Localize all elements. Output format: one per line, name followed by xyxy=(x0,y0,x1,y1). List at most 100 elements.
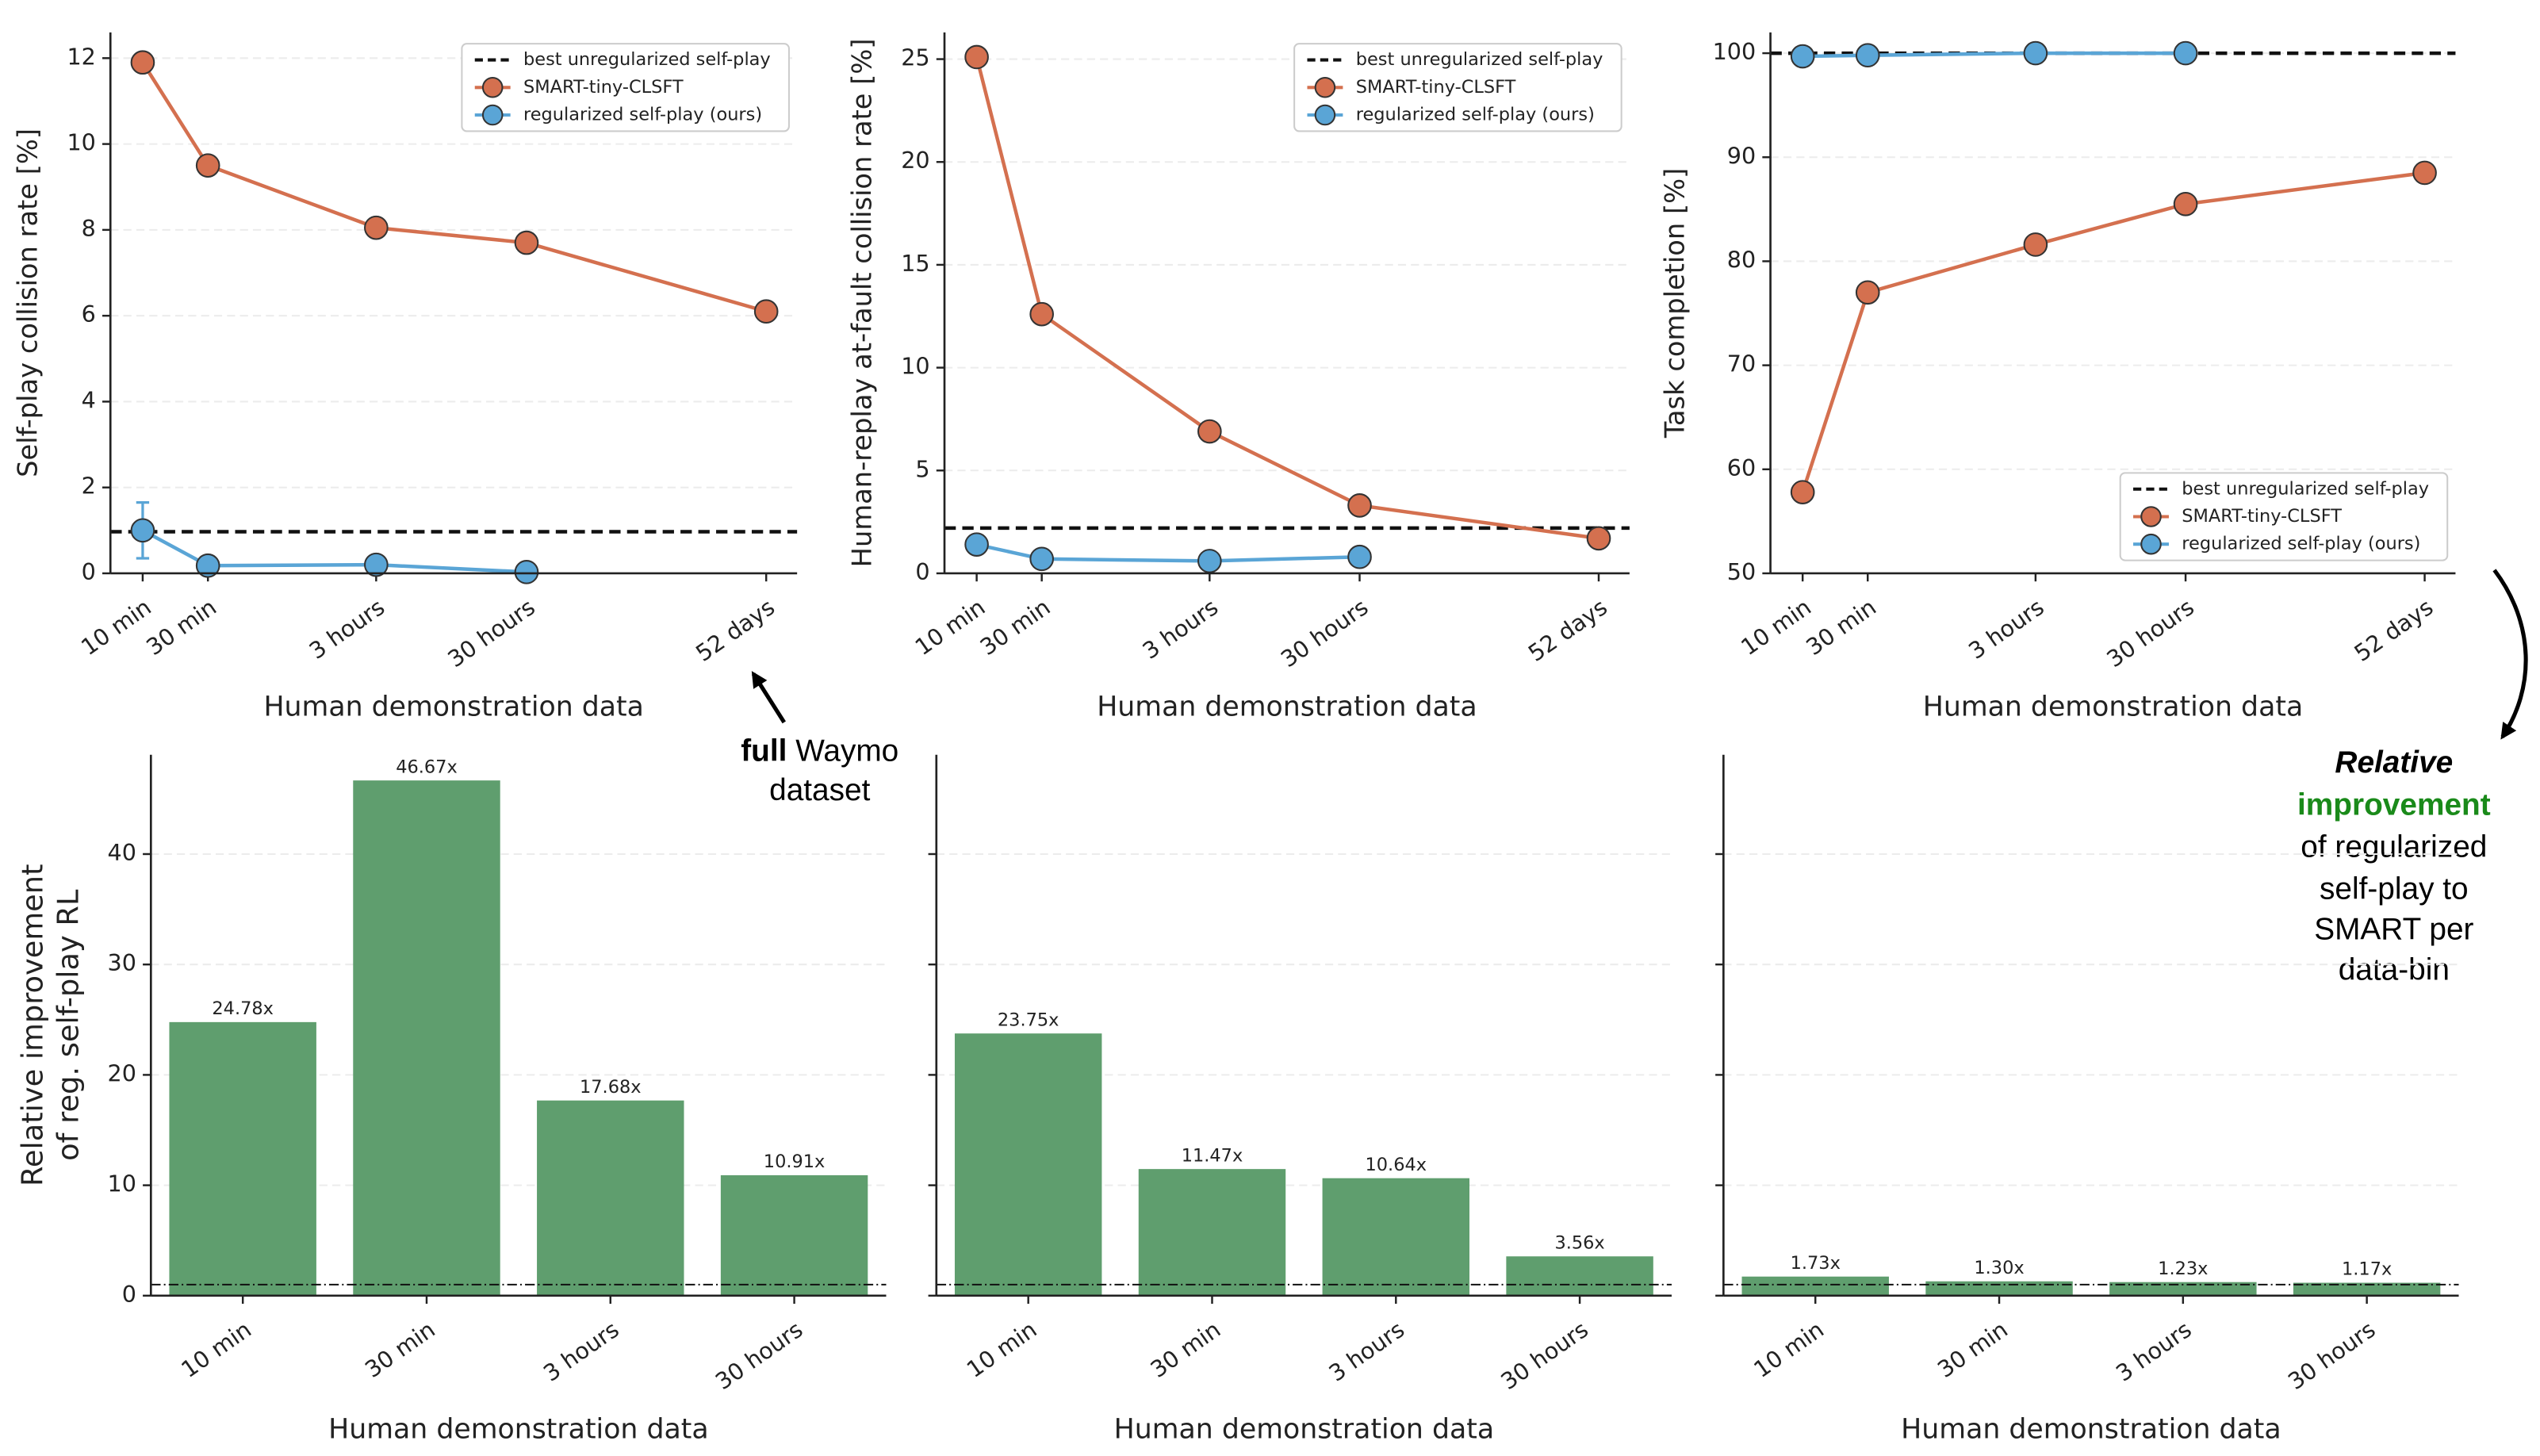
value-label: 10.64x xyxy=(1365,1155,1427,1175)
marker xyxy=(1197,419,1222,444)
legend-key xyxy=(1314,104,1336,126)
annotation: SMART per xyxy=(2314,913,2473,947)
marker xyxy=(964,532,989,557)
y-tick-label: 8 xyxy=(82,215,96,242)
annotation: full Waymo xyxy=(741,734,898,768)
x-tick-label: 3 hours xyxy=(1324,1316,1409,1387)
legend-label: best unregularized self-play xyxy=(523,49,771,70)
x-tick-label: 30 min xyxy=(141,593,221,661)
value-label: 46.67x xyxy=(396,757,458,777)
marker xyxy=(1197,549,1222,573)
y-tick-label: 80 xyxy=(1727,246,1756,273)
legend-key xyxy=(481,104,504,126)
value-label: 1.30x xyxy=(1974,1258,2024,1278)
annotation: of regularized xyxy=(2301,830,2487,864)
bar xyxy=(1506,1256,1653,1296)
marker xyxy=(1855,43,1880,68)
legend-label: regularized self-play (ours) xyxy=(2182,534,2420,554)
x-tick-label: 52 days xyxy=(691,593,780,667)
x-tick-label: 30 min xyxy=(1801,593,1881,661)
annotation: data-bin xyxy=(2339,953,2450,987)
bar xyxy=(353,780,500,1296)
marker xyxy=(2173,191,2198,216)
bar xyxy=(1138,1169,1286,1296)
marker xyxy=(1855,280,1880,305)
value-label: 1.17x xyxy=(2342,1259,2392,1280)
x-axis-label: Human demonstration data xyxy=(1114,1413,1495,1445)
x-tick-label: 3 hours xyxy=(538,1316,624,1387)
x-tick-label: 52 days xyxy=(2349,593,2438,667)
value-label: 3.56x xyxy=(1554,1232,1604,1253)
marker xyxy=(1586,526,1611,551)
bar xyxy=(2109,1282,2257,1296)
y-tick-label: 0 xyxy=(82,558,96,585)
x-tick-label: 10 min xyxy=(962,1316,1042,1383)
x-tick-label: 30 hours xyxy=(2283,1316,2381,1395)
y-tick-label: 6 xyxy=(82,301,96,328)
y-axis-label: of reg. self-play RL xyxy=(52,889,86,1161)
y-tick-label: 15 xyxy=(901,250,929,277)
x-tick-label: 30 hours xyxy=(1496,1316,1593,1395)
x-axis-label: Human demonstration data xyxy=(1901,1413,2281,1445)
annotation-text: Waymo xyxy=(795,734,898,768)
y-tick-label: 100 xyxy=(1713,38,1757,65)
marker xyxy=(2023,232,2048,257)
bar xyxy=(537,1100,684,1296)
value-label: 1.73x xyxy=(1791,1253,1841,1274)
y-tick-label: 10 xyxy=(108,1171,136,1197)
y-tick-label: 0 xyxy=(915,558,929,585)
y-tick-label: 10 xyxy=(67,129,95,156)
x-tick-label: 3 hours xyxy=(1137,593,1223,665)
series-line xyxy=(1801,171,2425,493)
y-tick-label: 25 xyxy=(901,44,929,71)
annotation: dataset xyxy=(769,773,870,807)
annotation: self-play to xyxy=(2320,872,2469,906)
y-tick-label: 0 xyxy=(122,1281,136,1308)
series-line xyxy=(1803,51,2186,59)
marker xyxy=(195,553,220,578)
x-tick-label: 30 min xyxy=(360,1316,440,1383)
bar xyxy=(2293,1282,2441,1296)
legend-key xyxy=(2140,506,2162,527)
x-axis-label: Human demonstration data xyxy=(263,691,644,722)
y-tick-label: 2 xyxy=(82,473,96,500)
legend-key xyxy=(481,77,504,98)
marker xyxy=(1347,544,1372,569)
y-tick-label: 30 xyxy=(108,949,136,976)
value-label: 17.68x xyxy=(580,1077,642,1098)
marker xyxy=(753,299,779,324)
y-tick-label: 20 xyxy=(108,1059,136,1086)
y-tick-label: 50 xyxy=(1727,558,1756,585)
bar xyxy=(169,1021,316,1296)
marker xyxy=(514,560,539,584)
x-tick-label: 30 min xyxy=(1933,1316,2013,1383)
annotation-bold: full xyxy=(741,734,787,768)
marker xyxy=(2023,40,2048,66)
marker xyxy=(2412,160,2437,186)
y-tick-label: 12 xyxy=(67,43,95,70)
x-tick-label: 30 hours xyxy=(711,1316,808,1395)
marker xyxy=(195,153,220,178)
legend-box xyxy=(2119,472,2449,561)
x-axis-label: Human demonstration data xyxy=(328,1413,709,1445)
x-tick-label: 3 hours xyxy=(304,593,389,665)
value-label: 10.91x xyxy=(764,1151,826,1172)
x-tick-label: 30 hours xyxy=(2101,593,2199,672)
marker xyxy=(1029,301,1054,327)
bar xyxy=(1925,1281,2073,1296)
legend-label: regularized self-play (ours) xyxy=(1356,105,1595,125)
x-axis-label: Human demonstration data xyxy=(1097,691,1477,722)
arrow xyxy=(751,671,786,724)
y-tick-label: 70 xyxy=(1727,351,1756,377)
y-axis-label: Task completion [%] xyxy=(1660,168,1691,439)
x-tick-label: 10 min xyxy=(910,593,990,661)
bar xyxy=(1741,1276,1889,1296)
marker xyxy=(2173,40,2198,66)
value-label: 24.78x xyxy=(212,998,274,1019)
x-tick-label: 3 hours xyxy=(1963,593,2049,665)
value-label: 1.23x xyxy=(2158,1259,2208,1279)
marker xyxy=(1790,44,1815,69)
annotation: improvement xyxy=(2297,787,2491,822)
marker xyxy=(364,552,389,577)
